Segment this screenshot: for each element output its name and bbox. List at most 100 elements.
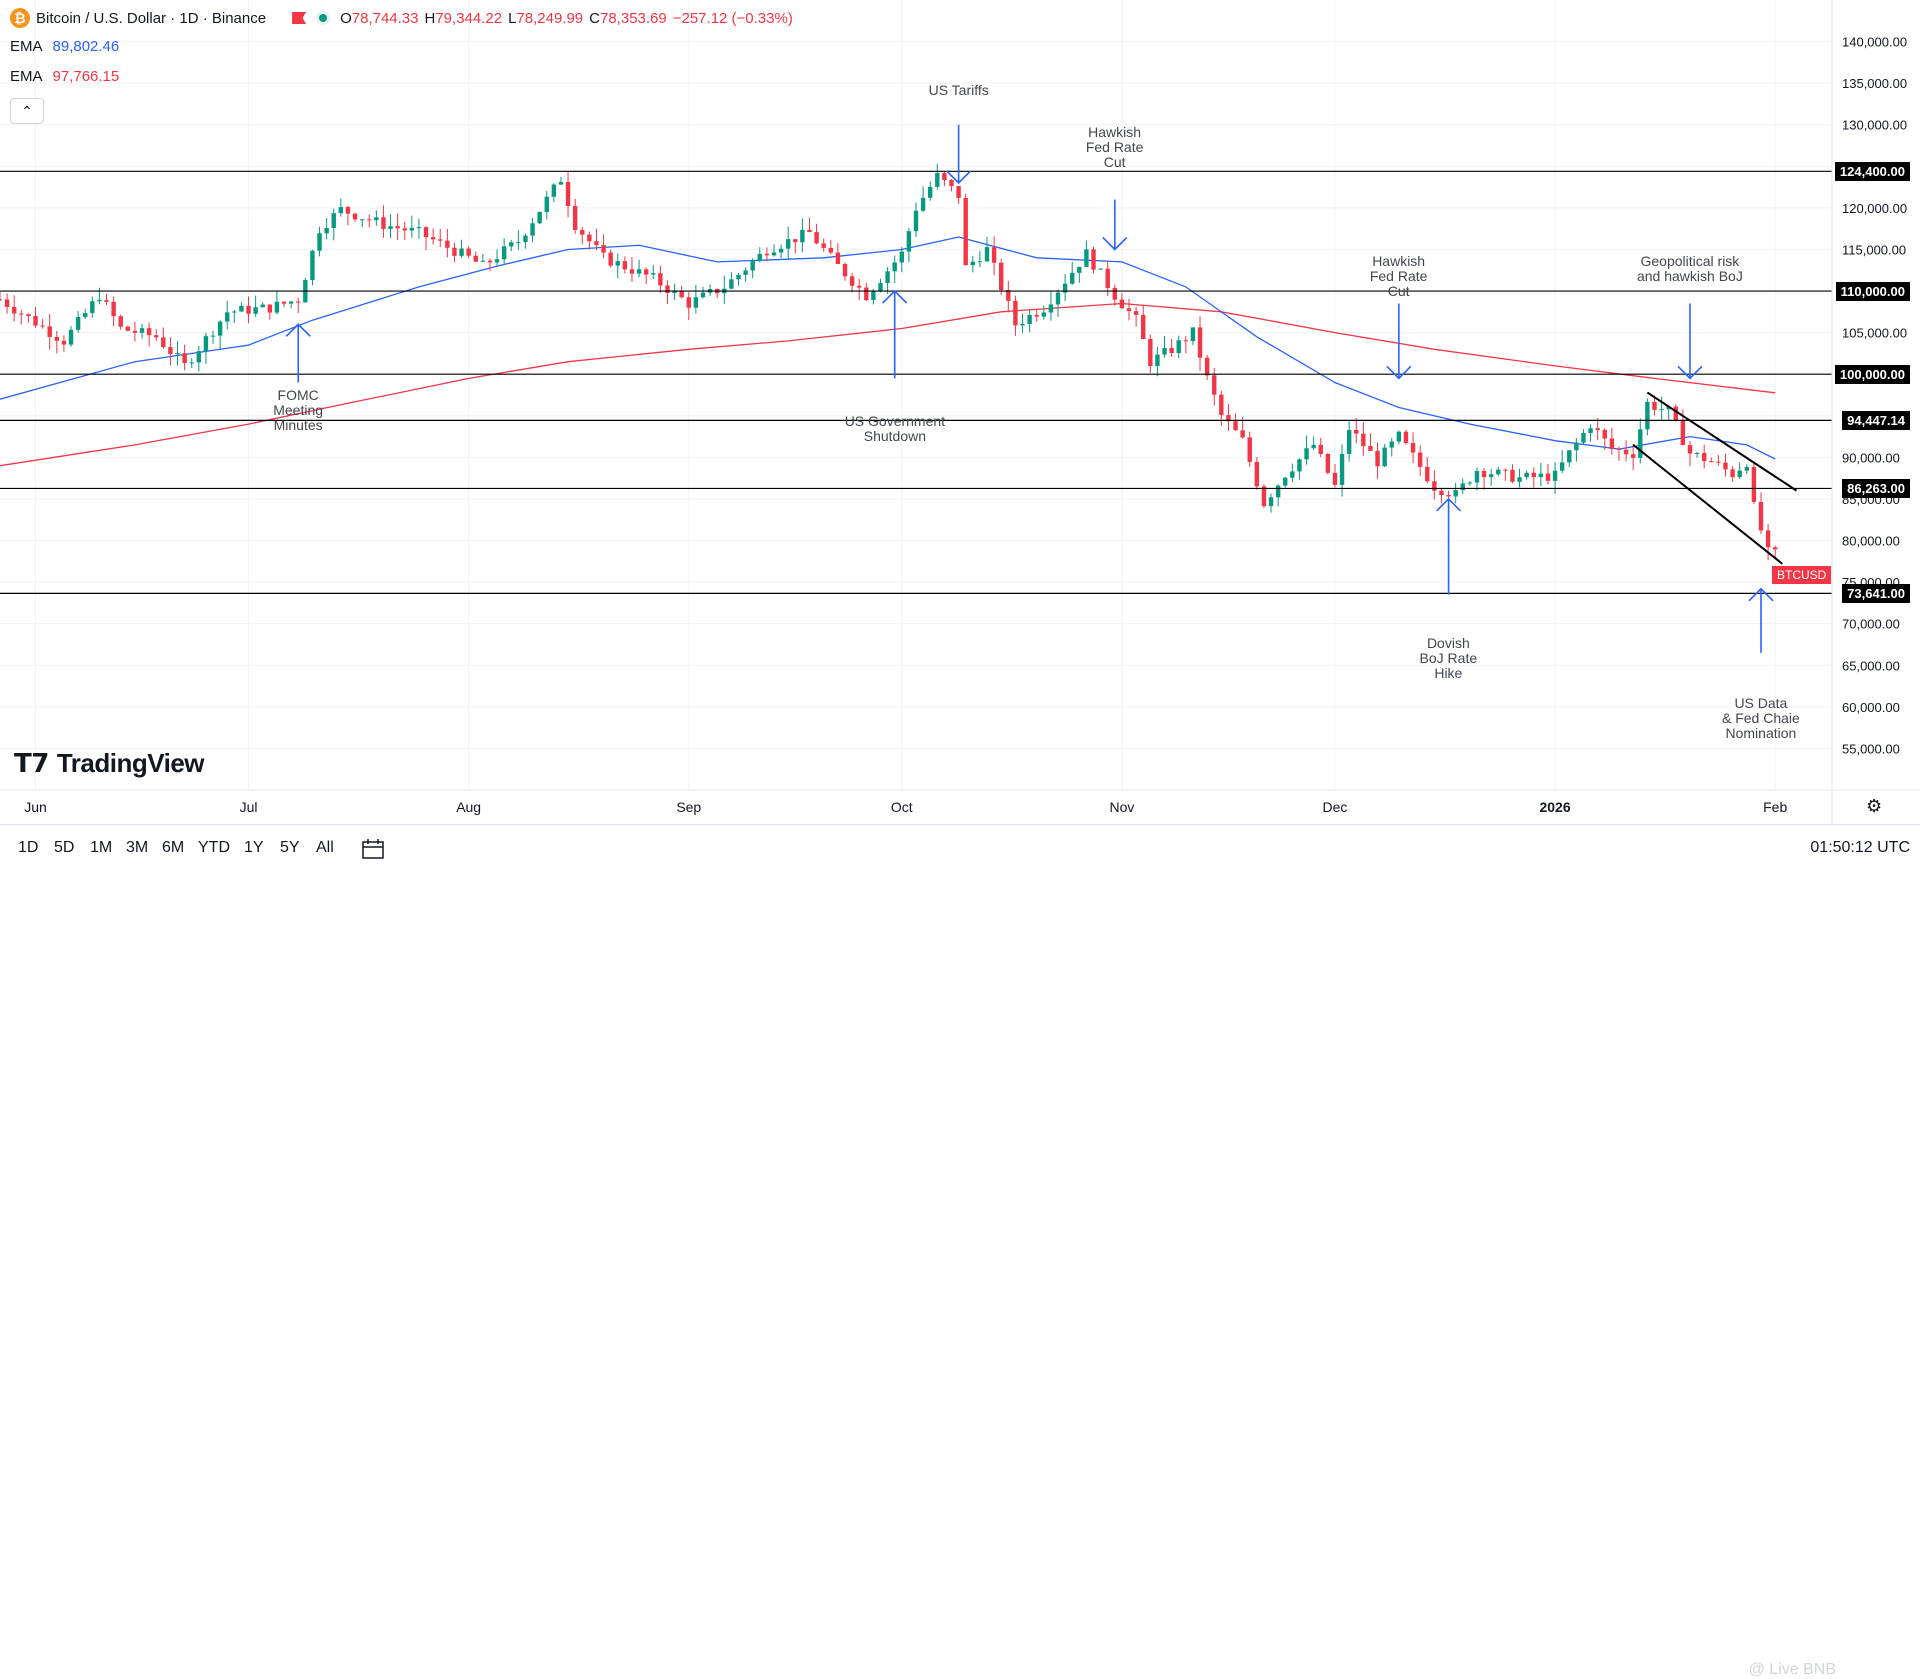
candle-body: [1645, 401, 1650, 430]
candle-body: [793, 239, 798, 243]
time-range-all[interactable]: All: [316, 839, 334, 856]
time-range-5y[interactable]: 5Y: [280, 839, 300, 856]
candle-body: [1694, 453, 1700, 455]
candle-body: [764, 253, 770, 256]
candle-body: [388, 226, 393, 229]
symbol-title[interactable]: Bitcoin / U.S. Dollar · 1D · Binance: [36, 9, 267, 27]
candle-body: [516, 242, 521, 244]
trend-channel-line: [1632, 444, 1783, 565]
utc-clock[interactable]: 01:50:12 UTC: [1810, 839, 1910, 856]
candle-body: [196, 351, 202, 363]
candle-body: [83, 312, 88, 317]
annotation-label: Dovish BoJ Rate Hike: [1419, 635, 1478, 682]
candle-body: [700, 292, 706, 298]
time-tick-label: Nov: [1109, 799, 1134, 815]
date-range-icon[interactable]: [360, 837, 386, 861]
candle-body: [501, 246, 507, 260]
level-price-tag[interactable]: 73,641.00: [1842, 584, 1910, 604]
candle-body: [1567, 450, 1572, 463]
ema-legend-fast[interactable]: EMA 89,802.46: [10, 38, 119, 55]
candle-body: [1552, 470, 1558, 481]
candle-body: [1630, 454, 1636, 458]
candle-body: [68, 329, 74, 345]
candle-body: [480, 260, 486, 262]
ema-fast-line: [0, 236, 1776, 460]
time-range-1m[interactable]: 1M: [90, 839, 113, 856]
candle-body: [807, 229, 812, 233]
candle-body: [1425, 466, 1430, 482]
time-range-5d[interactable]: 5D: [54, 839, 75, 856]
level-price-tag[interactable]: 94,447.14: [1842, 411, 1910, 431]
price-chart[interactable]: 55,000.0060,000.0065,000.0070,000.0075,0…: [0, 0, 1920, 824]
collapse-legend-button[interactable]: ⌃: [10, 98, 44, 124]
flag-icon[interactable]: [292, 12, 307, 24]
time-range-1d[interactable]: 1D: [18, 839, 39, 856]
candle-body: [1268, 497, 1274, 507]
candle-body: [40, 325, 45, 327]
annotation-arrowhead: [946, 170, 972, 185]
level-price-tag[interactable]: 100,000.00: [1834, 365, 1910, 385]
candle-body: [636, 269, 642, 274]
candle-body: [182, 353, 187, 364]
candle-body: [530, 223, 535, 236]
candle-body: [1318, 444, 1323, 454]
time-range-6m[interactable]: 6M: [162, 839, 185, 856]
time-range-ytd[interactable]: YTD: [198, 839, 230, 856]
time-axis[interactable]: Jun Jul Aug Sep Oct Nov Dec 2026 Feb: [24, 799, 1787, 815]
candle-body: [1304, 448, 1309, 460]
candle-body: [999, 262, 1004, 291]
candle-body: [601, 244, 606, 253]
candle-body: [1041, 312, 1047, 317]
settings-icon[interactable]: ⚙: [1866, 796, 1883, 816]
candle-body: [1048, 304, 1054, 313]
price-tick-label: 135,000.00: [1842, 76, 1907, 91]
ohlc-key: L: [508, 9, 517, 27]
candle-body: [1084, 249, 1089, 267]
candle-body: [1027, 314, 1032, 324]
ohlc-value: 78,249.99: [516, 9, 584, 27]
candle-body: [1758, 501, 1764, 531]
bitcoin-logo-icon: ₿: [10, 8, 30, 28]
candle-body: [203, 336, 209, 352]
candle-body: [1439, 490, 1444, 496]
time-tick-label: Dec: [1322, 799, 1347, 815]
candle-body: [473, 255, 478, 262]
candle-body: [1531, 472, 1536, 478]
live-status-icon: [316, 11, 331, 25]
candle-body: [572, 205, 578, 231]
candle-body: [1119, 299, 1125, 309]
candle-body: [161, 337, 166, 348]
candle-body: [1006, 290, 1011, 301]
candle-body: [878, 283, 883, 292]
candle-body: [942, 173, 947, 181]
candle-body: [438, 239, 443, 241]
candle-body: [643, 269, 649, 275]
candle-body: [4, 299, 10, 307]
candle-body: [608, 252, 613, 266]
candle-body: [949, 180, 954, 187]
candle-body: [814, 232, 819, 244]
level-price-tag[interactable]: 110,000.00: [1835, 282, 1910, 302]
candle-body: [12, 306, 17, 314]
annotation-label: Hawkish Fed Rate Cut: [1369, 252, 1428, 299]
candle-body: [1723, 462, 1728, 470]
candle-body: [1034, 314, 1039, 317]
symbol-header: ₿ Bitcoin / U.S. Dollar · 1D · Binance O…: [10, 8, 799, 28]
time-range-3m[interactable]: 3M: [126, 839, 149, 856]
candle-body: [1226, 415, 1231, 422]
candle-body: [871, 291, 876, 300]
candle-body: [977, 261, 983, 263]
annotation-arrows: [285, 124, 1774, 653]
candle-body: [1368, 446, 1373, 451]
price-tick-label: 80,000.00: [1842, 534, 1900, 549]
ema-label: EMA: [10, 68, 43, 85]
level-price-tag[interactable]: 124,400.00: [1834, 162, 1910, 182]
level-price-tag[interactable]: 86,263.00: [1842, 479, 1910, 499]
time-range-1y[interactable]: 1Y: [244, 839, 264, 856]
candle-body: [260, 304, 265, 308]
time-tick-label: Feb: [1763, 799, 1787, 815]
ema-legend-slow[interactable]: EMA 97,766.15: [10, 68, 119, 85]
candle-body: [1602, 429, 1607, 439]
tradingview-logo[interactable]: 𝗧𝟳 TradingView: [14, 748, 205, 779]
annotation-label: US Data & Fed Chaie Nomination: [1721, 695, 1800, 742]
